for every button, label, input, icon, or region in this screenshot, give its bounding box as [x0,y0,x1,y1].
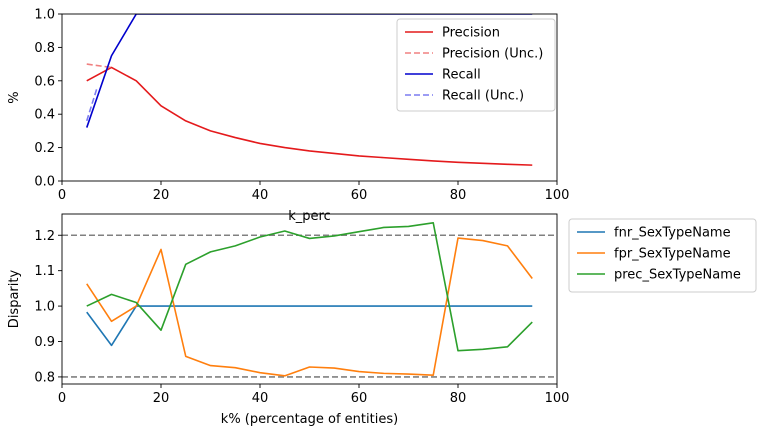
series-line-1 [86,305,533,347]
legend: fnr_SexTypeName fpr_SexTypeName prec_SexTy… [568,218,757,293]
x-tick-label: 80 [450,391,467,406]
y-axis-label: % [7,91,22,103]
y-tick-label: 1.0 [34,8,55,23]
x-tick-label: 60 [351,188,368,203]
x-tick-label: 40 [252,391,269,406]
y-tick-label: 0.0 [34,175,55,190]
y-tick-label: 1.0 [34,300,55,315]
chart-panel-1: 0 20 40 60 80 100 0.0 0.2 0.4 0.6 0.8 1.0% k_perc Pre… [7,8,569,225]
x-tick-label: 0 [58,188,66,203]
legend: Precision Precision (Unc.) Recall Recall (U… [396,18,556,112]
legend-box [396,18,556,112]
chart-panel-2: 0 20 40 60 80 100 0.8 0.9 1.0 1.1 1.2 Disparity k% (… [7,213,757,427]
x-tick-label: 20 [153,391,170,406]
axes-frame [61,13,558,182]
y-tick-label: 0.2 [34,141,55,156]
x-axis-label: k_perc [288,209,331,224]
legend-label: fnr_SexTypeName [614,226,731,241]
y-tick-label: 0.4 [34,108,55,123]
x-tick-label: 60 [351,391,368,406]
legend-label: Recall (Unc.) [442,89,524,104]
x-tick-label: 40 [252,188,269,203]
series-group [86,222,533,377]
series-line-1 [86,66,533,166]
series-group [85,14,533,166]
y-tick-label: 1.1 [34,264,55,279]
legend-label: fpr_SexTypeName [614,247,731,262]
x-tick-label: 100 [545,188,570,203]
y-tick-label: 1.2 [34,229,55,244]
series-line-4 [85,88,98,122]
legend-label: prec_SexTypeName [614,268,741,283]
legend-box [568,218,757,293]
y-axis-label: Disparity [7,270,22,329]
x-tick-label: 100 [545,391,570,406]
axes-frame [61,213,558,385]
y-tick-label: 0.8 [34,370,55,385]
series-line-2 [86,237,533,377]
series-line-3 [86,222,533,352]
legend-label: Precision [442,26,500,41]
y-tick-label: 0.6 [34,74,55,89]
x-tick-label: 0 [58,391,66,406]
y-tick-label: 0.8 [34,41,55,56]
legend-label: Precision (Unc.) [442,47,543,62]
legend-label: Recall [442,68,481,83]
x-tick-label: 20 [153,188,170,203]
x-axis-label: k% (percentage of entities) [221,412,398,427]
y-tick-label: 0.9 [34,335,55,350]
x-tick-label: 80 [450,188,467,203]
